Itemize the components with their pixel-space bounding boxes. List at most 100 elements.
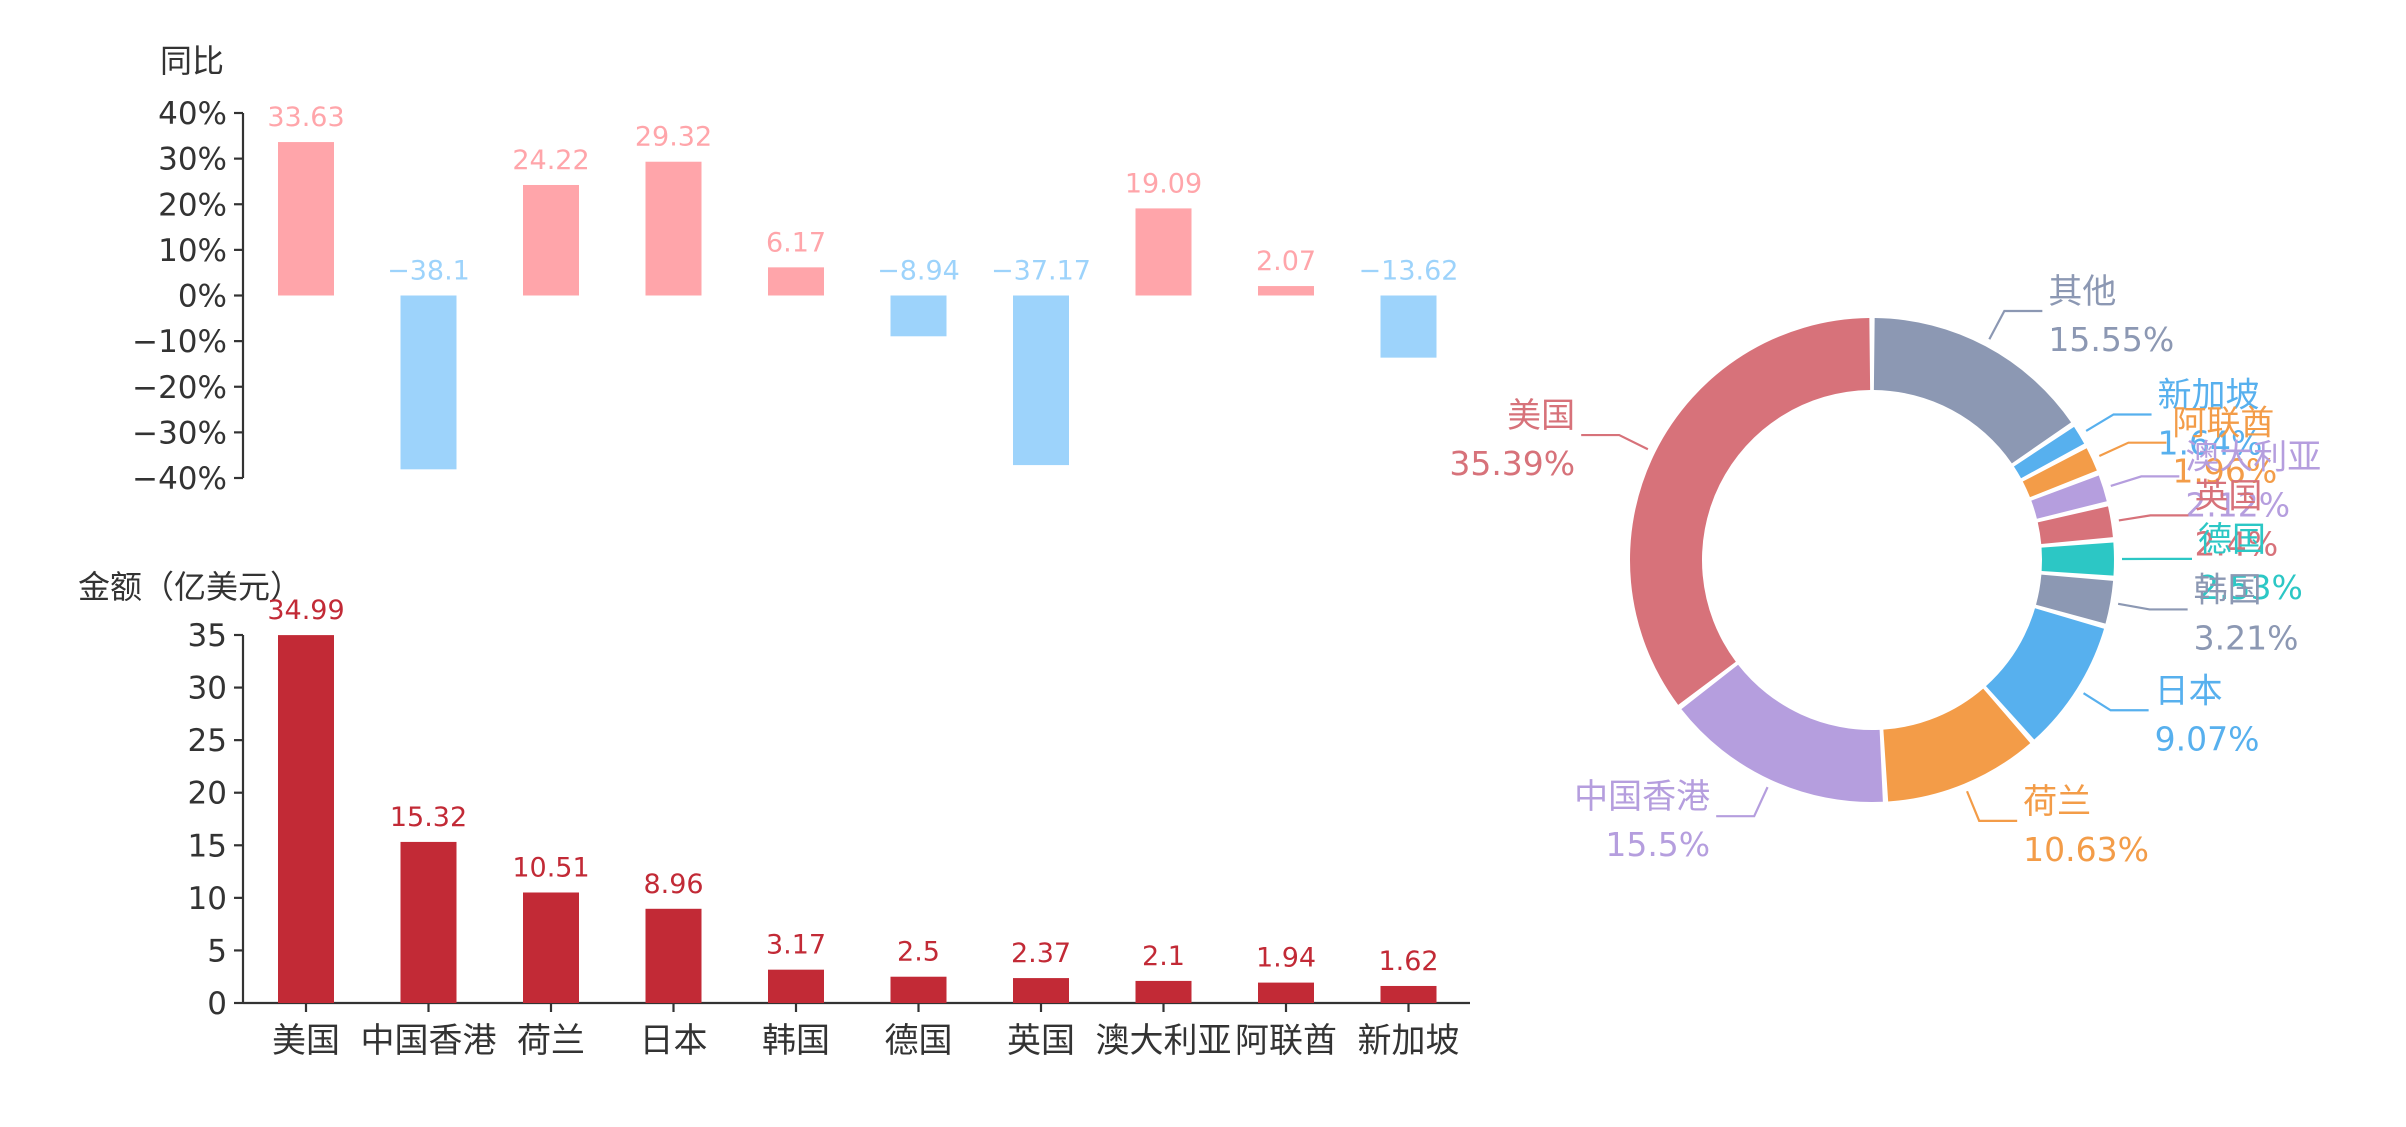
amount-y-tick-label: 35 <box>188 618 227 654</box>
donut-slice-percent: 35.39% <box>1449 444 1575 483</box>
donut-slice-name: 日本 <box>2155 671 2223 711</box>
amount-bar <box>1135 980 1192 1003</box>
yoy-bar <box>400 295 457 470</box>
donut-slice-percent: 15.55% <box>2048 320 2174 359</box>
donut-slice-name: 中国香港 <box>1574 777 1710 817</box>
yoy-value-label: −13.62 <box>1359 256 1459 287</box>
yoy-bar <box>768 267 824 296</box>
donut-slice-percent: 2.12% <box>2185 485 2290 524</box>
amount-bar <box>1380 985 1437 1003</box>
yoy-value-label: 24.22 <box>512 145 589 176</box>
donut-slice-percent: 1.64% <box>2158 423 2263 462</box>
donut-leader-line <box>1581 433 1649 451</box>
yoy-y-tick-label: −40% <box>132 461 227 497</box>
donut-leader-line <box>2117 602 2188 611</box>
donut-slice-name: 其他 <box>2048 272 2116 312</box>
yoy-y-tick-label: 30% <box>158 142 227 178</box>
donut-slice <box>1629 318 1871 705</box>
yoy-bar <box>278 142 334 296</box>
amount-y-tick-label: 20 <box>188 776 227 812</box>
donut-slice <box>1681 664 1883 802</box>
yoy-value-label: 6.17 <box>766 227 826 258</box>
donut-leader-line <box>1716 786 1769 818</box>
category-label: 德国 <box>885 1021 953 1061</box>
donut-leader-line <box>1988 309 2043 340</box>
donut-slice-percent: 10.63% <box>2023 830 2149 869</box>
donut-slice-name: 德国 <box>2198 520 2266 560</box>
amount-axis-title: 金额（亿美元） <box>78 568 302 606</box>
amount-value-label: 2.5 <box>897 937 940 968</box>
yoy-axis-title: 同比 <box>160 42 224 80</box>
donut-slice-name: 荷兰 <box>2023 782 2091 822</box>
category-label: 阿联酋 <box>1235 1021 1337 1061</box>
donut-slice-percent: 2.4% <box>2194 524 2278 563</box>
amount-bar <box>278 635 334 1003</box>
donut-slice-percent: 9.07% <box>2155 719 2260 758</box>
donut-slice <box>2013 426 2085 479</box>
donut-leader-line <box>2110 475 2180 487</box>
yoy-value-label: 19.09 <box>1125 168 1202 199</box>
amount-value-label: 8.96 <box>643 869 703 900</box>
donut-leader-line <box>2082 692 2149 712</box>
donut-slice-percent: 2.53% <box>2198 568 2303 607</box>
amount-value-label: 1.62 <box>1378 946 1438 977</box>
amount-y-tick-label: 15 <box>188 828 227 864</box>
donut-slice <box>1985 608 2105 740</box>
amount-value-label: 2.37 <box>1011 938 1071 969</box>
yoy-y-tick-label: 10% <box>158 233 227 269</box>
amount-value-label: 3.17 <box>766 930 826 961</box>
yoy-bar <box>1258 286 1314 296</box>
amount-value-label: 2.1 <box>1142 941 1185 972</box>
donut-leader-line <box>2118 514 2189 522</box>
amount-bar <box>890 976 947 1003</box>
amount-value-label: 1.94 <box>1256 943 1316 974</box>
donut-slice-name: 阿联酋 <box>2172 404 2274 444</box>
yoy-bar <box>890 295 947 337</box>
amount-bar <box>1258 982 1314 1003</box>
yoy-y-tick-label: −20% <box>132 370 227 406</box>
share-donut-chart: 其他 15.55% 新加坡 1.64%阿联酋 1.96%澳大利亚 2.12%英国 2.4%德… <box>1449 272 2321 869</box>
yoy-value-label: 29.32 <box>635 122 712 153</box>
amount-value-label: 10.51 <box>512 852 589 883</box>
yoy-bar <box>1135 208 1192 296</box>
yoy-bar <box>645 161 702 296</box>
yoy-bar <box>1380 295 1437 358</box>
amount-y-tick-label: 0 <box>207 986 227 1022</box>
yoy-y-tick-label: 0% <box>178 279 227 315</box>
yoy-y-tick-label: −30% <box>132 415 227 451</box>
donut-slice-name: 英国 <box>2194 476 2262 516</box>
yoy-value-label: 2.07 <box>1256 246 1316 277</box>
category-label: 澳大利亚 <box>1096 1021 1232 1061</box>
amount-bar <box>523 892 579 1003</box>
yoy-value-label: −38.1 <box>387 256 470 287</box>
donut-slice-name: 澳大利亚 <box>2185 437 2321 477</box>
amount-bar <box>645 908 702 1003</box>
donut-slice-percent: 1.96% <box>2172 452 2277 491</box>
donut-slice <box>2022 448 2097 498</box>
amount-bar-chart: 金额（亿美元） 35 30 25 20 15 10 5 0 34.99 美国 15.32 中国香港 10… <box>78 568 1470 1061</box>
donut-slice <box>2036 574 2114 624</box>
donut-slice-name: 美国 <box>1507 396 1575 436</box>
category-label: 韩国 <box>762 1021 830 1061</box>
donut-slice-name: 新加坡 <box>2158 375 2260 415</box>
donut-slice-percent: 15.5% <box>1605 825 1710 864</box>
donut-slice <box>1883 688 2031 802</box>
category-label: 美国 <box>272 1021 340 1061</box>
amount-y-tick-label: 5 <box>207 933 227 969</box>
donut-slice <box>2037 506 2113 544</box>
donut-slice-percent: 3.21% <box>2194 618 2299 657</box>
amount-bar <box>768 969 824 1003</box>
amount-y-tick-label: 25 <box>188 723 227 759</box>
donut-slice <box>1873 318 2072 464</box>
category-label: 中国香港 <box>361 1021 497 1061</box>
yoy-y-tick-label: 40% <box>158 96 227 132</box>
donut-leader-line <box>1966 790 2018 822</box>
category-label: 英国 <box>1007 1021 1075 1061</box>
yoy-y-tick-label: 20% <box>158 187 227 223</box>
donut-slice <box>2041 542 2114 576</box>
yoy-value-label: −8.94 <box>877 256 960 287</box>
yoy-value-label: −37.17 <box>991 256 1091 287</box>
yoy-bar-chart: 同比 40% 30% 20% 10% 0% −10% −20% −30% −40% 33.63 −3… <box>132 42 1458 497</box>
amount-value-label: 15.32 <box>390 802 467 833</box>
